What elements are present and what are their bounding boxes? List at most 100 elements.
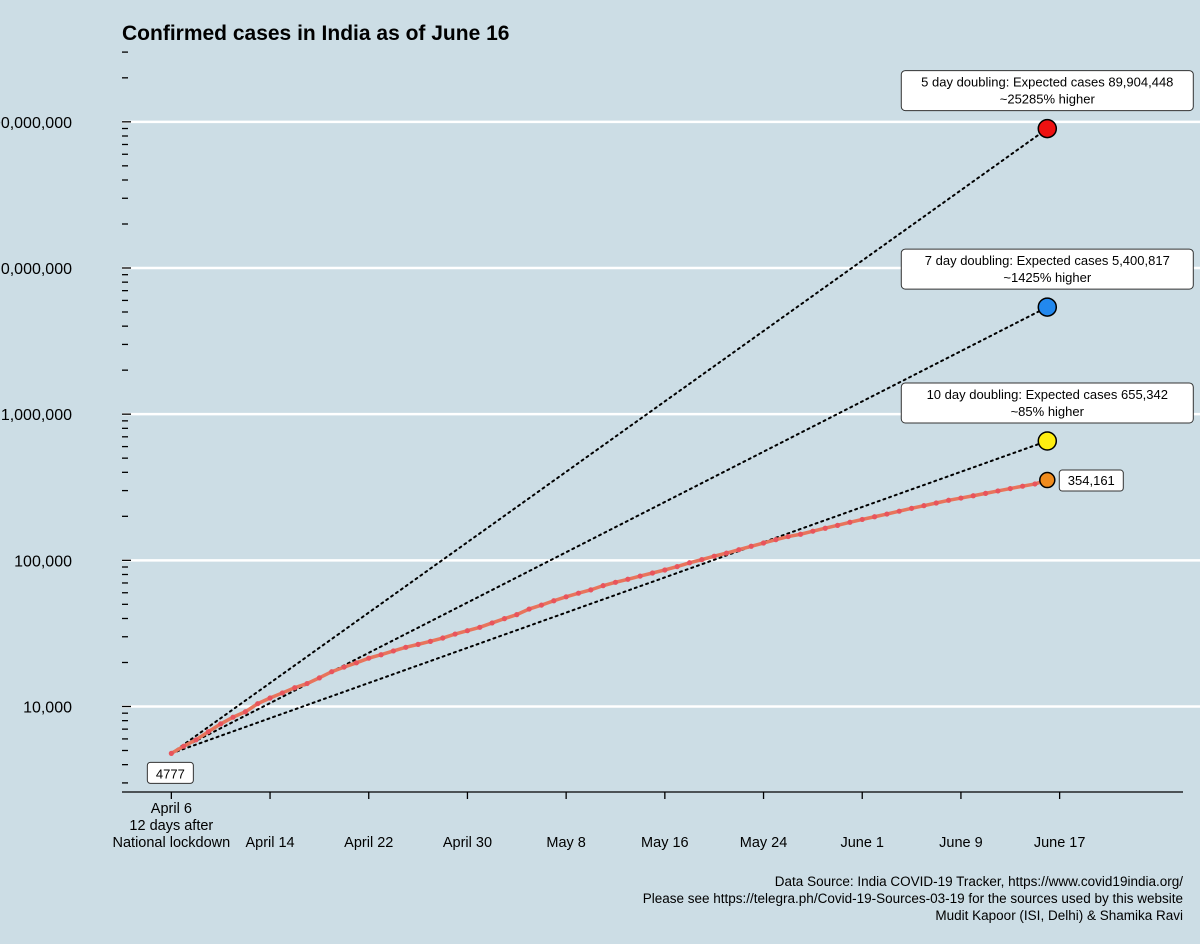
x-tick-label: April 30 — [443, 835, 492, 851]
data-point — [341, 664, 347, 670]
data-point — [255, 701, 261, 707]
data-point — [366, 655, 372, 661]
data-point — [390, 648, 397, 654]
projection-annotation: 10 day doubling: Expected cases 655,342 ~… — [900, 382, 1194, 424]
annotation-box — [900, 382, 1194, 424]
data-point — [847, 519, 853, 525]
projection-line — [170, 127, 1049, 755]
data-point — [464, 628, 471, 634]
annotation-text: ~85% higher — [1011, 404, 1085, 419]
data-point — [995, 488, 1001, 494]
data-point — [514, 612, 520, 618]
data-point — [538, 602, 545, 608]
projection-annotation: 5 day doubling: Expected cases 89,904,44… — [900, 70, 1194, 112]
data-point — [489, 620, 495, 626]
data-point — [193, 737, 199, 743]
data-point — [563, 594, 569, 600]
data-point — [933, 500, 939, 506]
data-point — [760, 540, 767, 546]
annotation-text: ~1425% higher — [1003, 270, 1091, 285]
data-point — [329, 669, 335, 675]
data-point — [649, 570, 656, 576]
projection-line — [170, 439, 1049, 755]
end-label: 354,161 — [1058, 469, 1124, 492]
series-line — [168, 477, 1050, 756]
annotation-box — [900, 248, 1194, 290]
data-point — [477, 624, 483, 630]
y-tick-label: 10,000 — [23, 699, 72, 716]
start-label-box — [146, 761, 194, 784]
data-point — [686, 560, 693, 566]
data-point — [785, 533, 791, 540]
data-point — [723, 550, 730, 556]
projection-marker — [1037, 431, 1058, 451]
data-point — [575, 590, 582, 596]
data-point — [662, 567, 668, 573]
x-tick-label: May 24 — [740, 835, 788, 851]
start-label-text: 4777 — [156, 766, 185, 781]
data-point — [452, 631, 458, 637]
source-notes: Data Source: India COVID-19 Tracker, htt… — [643, 874, 1184, 923]
data-point — [871, 514, 878, 520]
x-tick-label: June 9 — [939, 835, 983, 851]
data-point — [353, 660, 360, 666]
data-point — [945, 497, 952, 503]
x-tick-label: April 6 — [151, 801, 192, 817]
data-point — [1007, 485, 1013, 492]
annotation-box — [900, 70, 1194, 112]
data-point — [908, 505, 915, 511]
data-point — [773, 537, 779, 543]
annotation-labels: 5 day doubling: Expected cases 89,904,44… — [146, 70, 1194, 784]
data-point — [822, 525, 828, 531]
data-point — [970, 493, 976, 499]
data-point — [884, 511, 890, 517]
data-point — [279, 690, 285, 696]
data-point — [958, 495, 964, 501]
data-point — [810, 528, 816, 534]
annotation-text: ~25285% higher — [1000, 92, 1096, 107]
data-point — [168, 750, 174, 756]
y-axis-ticks: 10,000 100,000 1,000,000 10,000,000 100,000,… — [0, 51, 131, 784]
x-tick-label: June 17 — [1034, 835, 1086, 851]
data-point — [440, 635, 446, 641]
x-tick-label: May 8 — [546, 835, 586, 851]
data-point — [304, 680, 310, 687]
data-point — [378, 652, 384, 658]
data-point — [230, 714, 236, 720]
x-tick-label: April 22 — [344, 835, 393, 851]
data-point — [292, 685, 298, 691]
source-line: Data Source: India COVID-19 Tracker, htt… — [775, 874, 1183, 889]
data-point — [983, 490, 989, 496]
projection-marker — [1037, 297, 1058, 317]
source-line: Mudit Kapoor (ISI, Delhi) & Shamika Ravi — [935, 908, 1183, 923]
x-tick-label: National lockdown — [113, 835, 231, 851]
end-label-box — [1058, 469, 1124, 492]
data-point — [797, 531, 804, 537]
data-point — [205, 729, 211, 735]
y-tick-label: 100,000,000 — [0, 115, 72, 132]
data-point — [501, 616, 508, 622]
data-point — [242, 709, 248, 715]
data-point — [316, 675, 322, 681]
data-point — [625, 576, 631, 582]
annotation-text: 7 day doubling: Expected cases 5,400,817 — [925, 253, 1170, 268]
data-point — [834, 522, 841, 528]
data-point — [526, 606, 532, 612]
data-point — [1032, 481, 1038, 487]
annotation-text: 10 day doubling: Expected cases 655,342 — [927, 387, 1168, 402]
data-point — [218, 721, 224, 727]
source-line: Please see https://telegra.ph/Covid-19-S… — [643, 891, 1183, 906]
data-point — [1020, 483, 1026, 489]
data-point — [748, 543, 754, 549]
projection-marker — [1037, 118, 1058, 139]
data-point — [921, 503, 927, 509]
data-point — [637, 573, 643, 579]
projection-annotation: 7 day doubling: Expected cases 5,400,817… — [900, 248, 1194, 290]
y-tick-label: 100,000 — [14, 553, 72, 570]
start-label: 4777 — [146, 761, 194, 784]
data-point — [551, 598, 557, 604]
data-point — [674, 563, 680, 570]
endpoint-markers — [1037, 118, 1058, 489]
data-point — [612, 579, 619, 585]
